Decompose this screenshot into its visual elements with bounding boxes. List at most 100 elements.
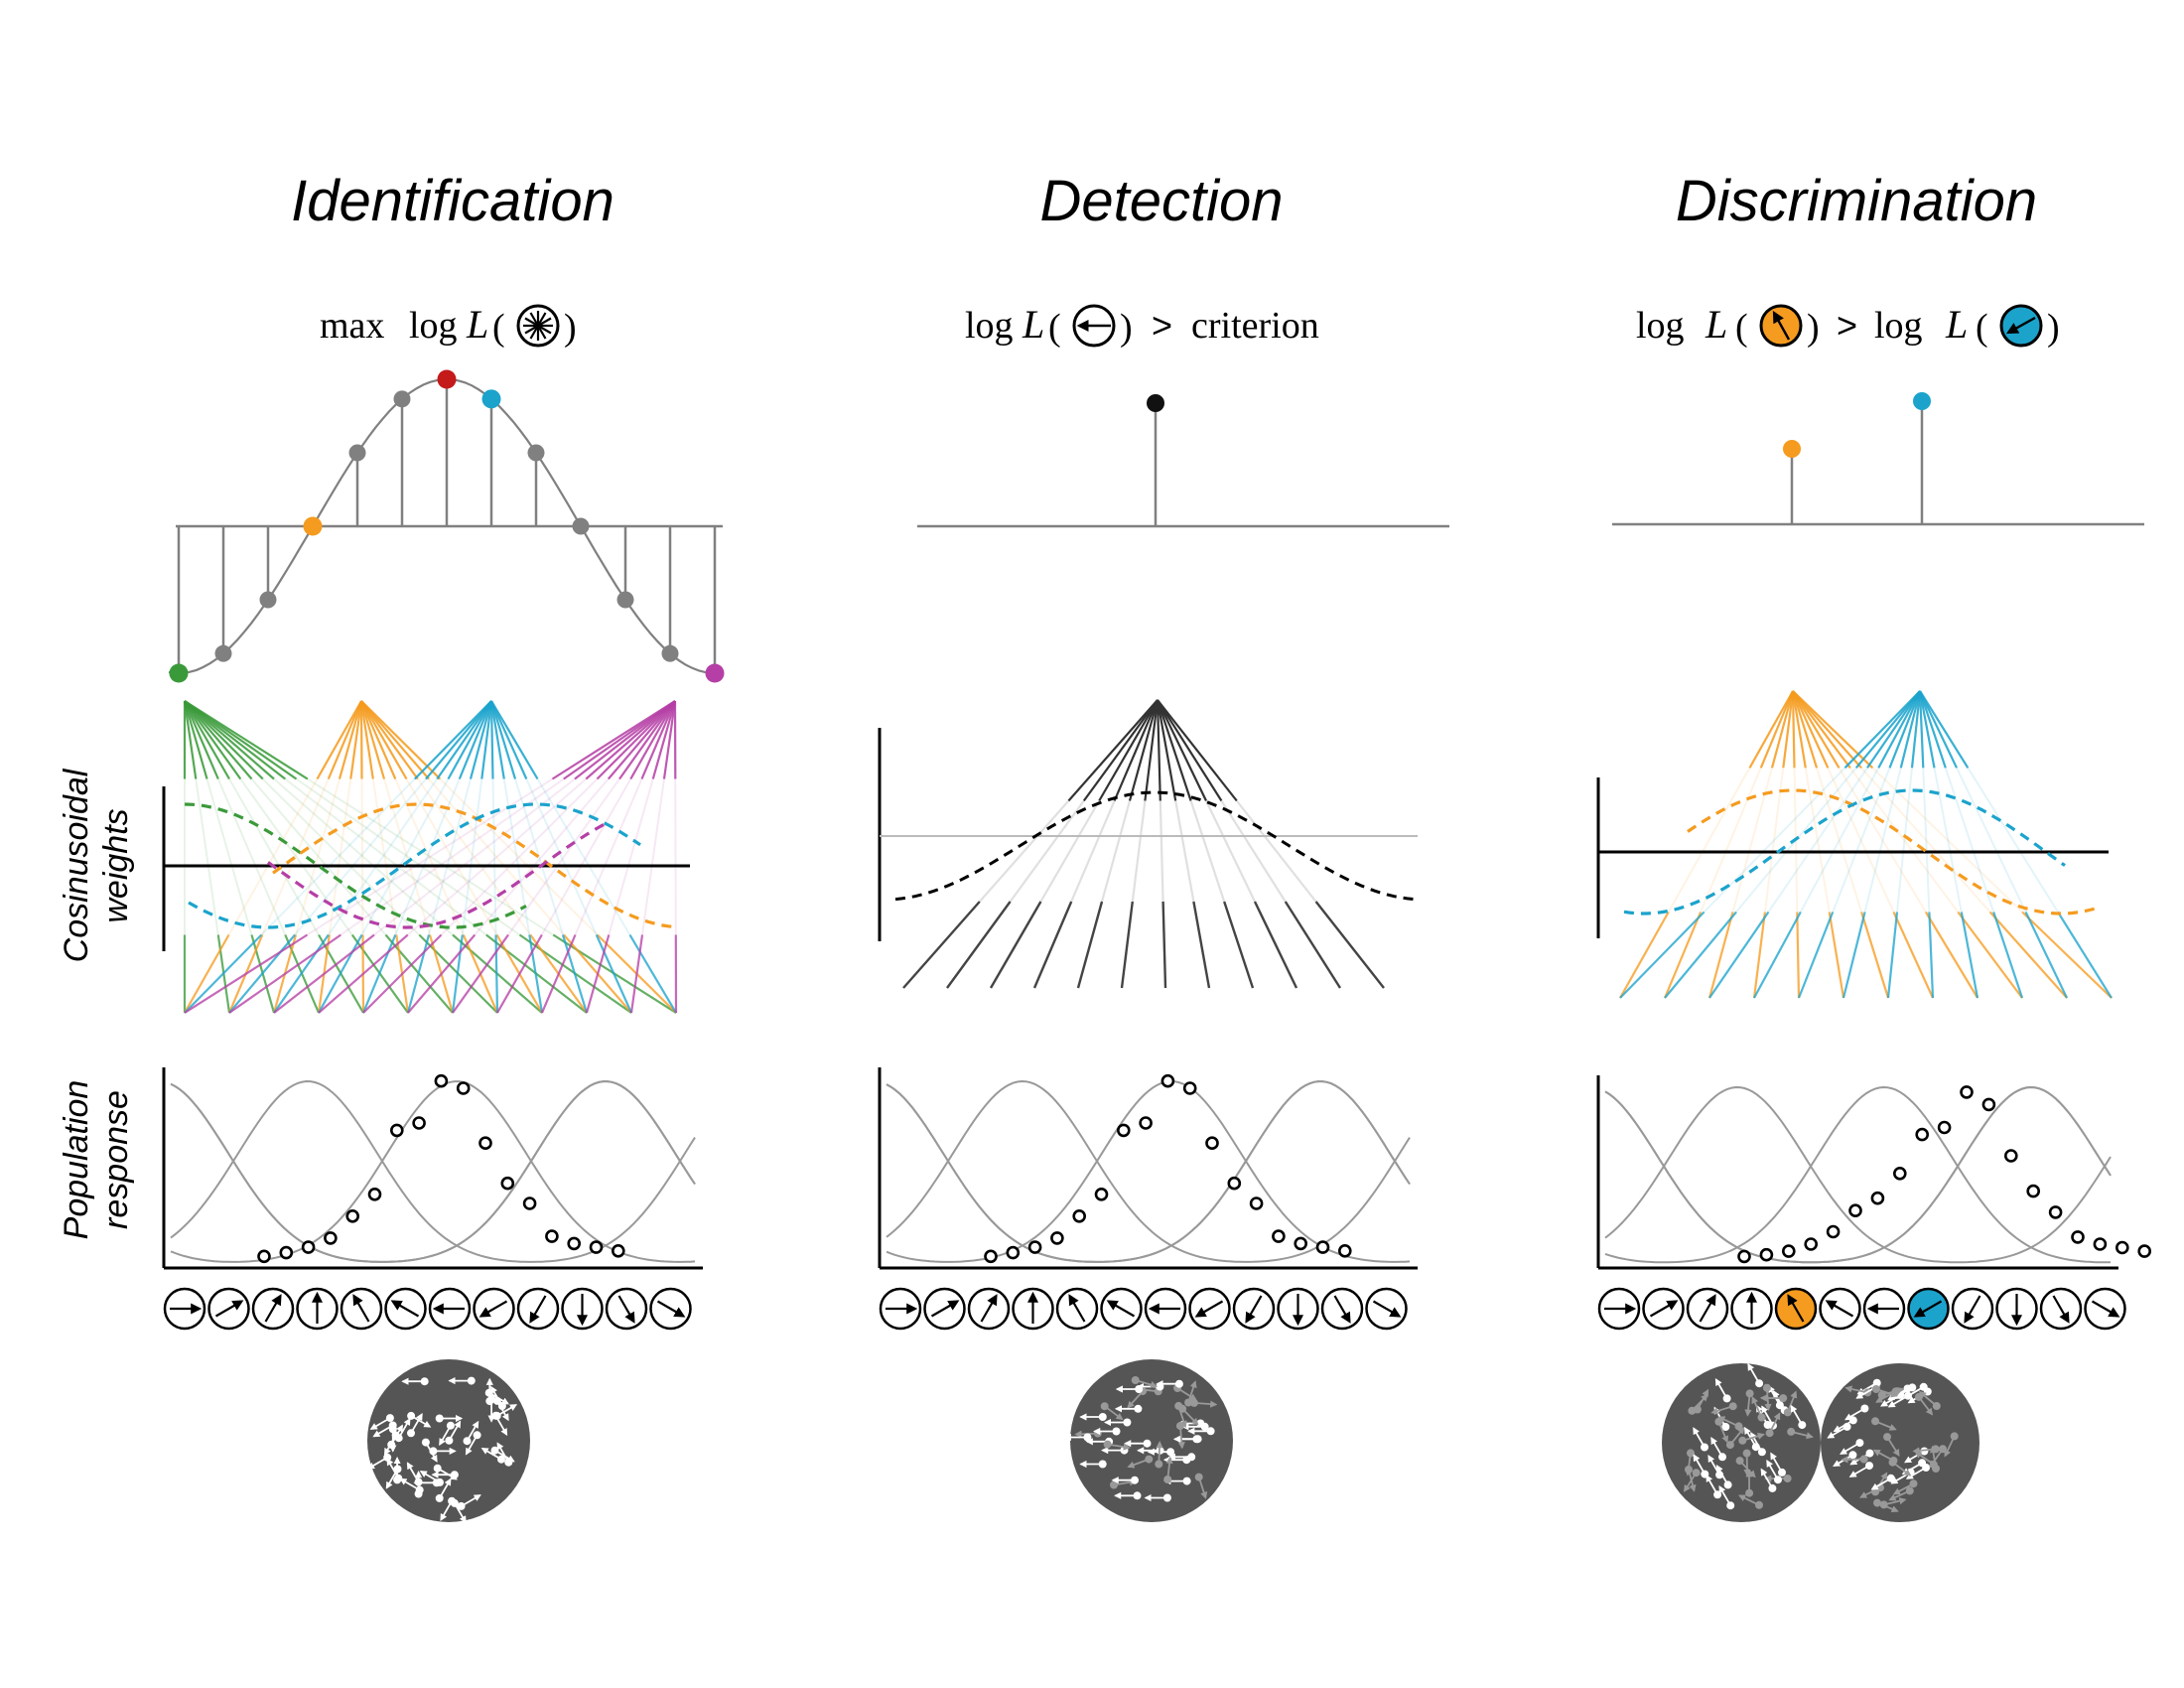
direction-icon bbox=[296, 1287, 339, 1331]
weight-line-faint bbox=[1205, 800, 1256, 903]
weight-line bbox=[561, 934, 589, 1014]
response-dot bbox=[500, 1176, 515, 1191]
response-dot bbox=[1826, 1224, 1841, 1239]
response-dot bbox=[1094, 1188, 1109, 1201]
paren-open: ( bbox=[492, 307, 505, 349]
weight-line bbox=[1708, 911, 1770, 999]
response-dot bbox=[1338, 1244, 1352, 1258]
weight-line bbox=[360, 700, 430, 780]
formula-L: L bbox=[1022, 302, 1044, 347]
tuning-curve bbox=[886, 1079, 1411, 1263]
weight-line bbox=[1928, 912, 1935, 999]
weight-line bbox=[1161, 901, 1167, 989]
direction-icon bbox=[2084, 1287, 2126, 1331]
direction-icon bbox=[967, 1287, 1011, 1331]
tuning-curve bbox=[170, 1080, 696, 1263]
weight-line bbox=[436, 700, 492, 780]
direction-icons-detection bbox=[879, 1287, 1408, 1331]
direction-arrow bbox=[1964, 1295, 1981, 1324]
direction-icon bbox=[1144, 1287, 1187, 1331]
direction-icon bbox=[879, 1287, 922, 1331]
direction-arrow bbox=[390, 1300, 420, 1318]
orange-loglik-point bbox=[1783, 440, 1801, 458]
cosine-weight-curve bbox=[184, 802, 527, 929]
paren-open: ( bbox=[1735, 307, 1748, 349]
direction-icon bbox=[473, 1287, 515, 1331]
weight-line bbox=[184, 700, 253, 780]
stimulus-disk bbox=[1063, 1359, 1233, 1522]
weight-line bbox=[1192, 901, 1211, 989]
response-dot bbox=[1249, 1196, 1264, 1210]
weight-line bbox=[640, 700, 677, 779]
weight-line bbox=[480, 700, 493, 779]
direction-arrow bbox=[617, 1295, 635, 1324]
weight-line bbox=[1098, 699, 1159, 802]
direction-arrow bbox=[1649, 1300, 1679, 1318]
weight-line bbox=[2024, 912, 2068, 999]
paren-close: ) bbox=[564, 307, 577, 349]
weight-line bbox=[1792, 690, 1862, 770]
loglik-point bbox=[616, 591, 634, 609]
direction-icon bbox=[1995, 1287, 2038, 1331]
response-dot bbox=[1227, 1176, 1242, 1191]
weight-line bbox=[585, 700, 676, 780]
weight-line bbox=[629, 700, 676, 780]
population-response-discrimination bbox=[1596, 1075, 2151, 1270]
direction-icon bbox=[1232, 1287, 1276, 1331]
weight-line bbox=[359, 700, 386, 779]
stimulus-disk bbox=[1821, 1363, 1979, 1522]
weight-line bbox=[540, 934, 577, 1014]
direction-icon bbox=[1100, 1287, 1143, 1331]
tuning-curve bbox=[170, 1080, 696, 1263]
response-dot bbox=[434, 1073, 449, 1088]
row-label-weights-2: weights bbox=[97, 808, 135, 922]
response-dot bbox=[456, 1081, 471, 1095]
direction-icon bbox=[605, 1287, 648, 1331]
tuning-curve bbox=[170, 1080, 696, 1263]
weight-line bbox=[1791, 690, 1830, 769]
formula-L: L bbox=[466, 302, 488, 347]
weight-line bbox=[574, 700, 676, 780]
loglik-point bbox=[437, 369, 457, 389]
weight-line bbox=[362, 933, 443, 1014]
weight-line bbox=[1924, 911, 1979, 999]
response-dot bbox=[279, 1245, 294, 1260]
response-dot bbox=[324, 1231, 338, 1245]
weight-line bbox=[1770, 690, 1795, 769]
loglik-stem-discrimination bbox=[1612, 392, 2144, 526]
weight-line bbox=[496, 933, 543, 1014]
orange-direction-icon bbox=[1759, 304, 1803, 348]
response-dot bbox=[1205, 1136, 1219, 1150]
response-dot bbox=[984, 1249, 998, 1264]
direction-icon bbox=[1686, 1287, 1729, 1331]
direction-arrow bbox=[1913, 1300, 1943, 1318]
response-dot bbox=[389, 1123, 404, 1138]
weight-line bbox=[528, 934, 544, 1014]
weight-line bbox=[1992, 912, 2024, 999]
weight-line bbox=[183, 700, 198, 779]
weight-line bbox=[349, 700, 363, 779]
response-dot bbox=[1870, 1191, 1885, 1205]
weight-line bbox=[595, 934, 633, 1014]
weight-line bbox=[184, 700, 309, 780]
direction-icon bbox=[1730, 1287, 1773, 1331]
formula-L-1: L bbox=[1705, 302, 1727, 347]
response-dot bbox=[2116, 1240, 2129, 1255]
direction-icon bbox=[1320, 1287, 1364, 1331]
direction-arrow bbox=[930, 1300, 960, 1318]
weight-line bbox=[489, 700, 517, 779]
tuning-curve bbox=[170, 1079, 696, 1263]
weight-line bbox=[1797, 912, 1835, 999]
weight-line bbox=[1888, 690, 1922, 769]
weight-line bbox=[1860, 912, 1890, 999]
loglik-point bbox=[705, 663, 725, 683]
direction-icon bbox=[1862, 1287, 1906, 1331]
weight-line bbox=[361, 934, 397, 1014]
weight-line bbox=[1156, 699, 1192, 801]
direction-icon bbox=[1055, 1287, 1099, 1331]
detection-loglik-point bbox=[1147, 394, 1164, 412]
weight-line bbox=[1032, 901, 1073, 989]
weight-line bbox=[1918, 690, 1947, 769]
weight-line bbox=[316, 700, 362, 780]
weight-line bbox=[1753, 911, 1802, 999]
